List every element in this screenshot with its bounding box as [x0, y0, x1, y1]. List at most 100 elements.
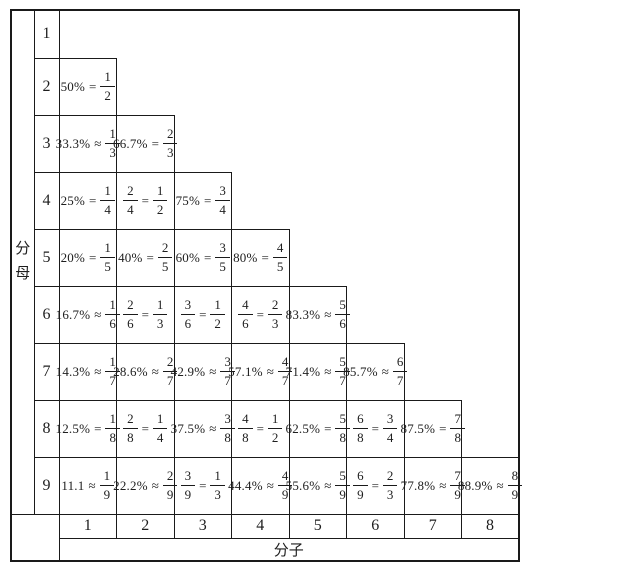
relation-symbol: ≈ — [94, 363, 102, 379]
cell-content: 6 8 = 3 4 — [347, 411, 404, 446]
fraction-numerator: 2 — [123, 297, 138, 315]
fraction-numerator: 4 — [238, 297, 253, 315]
fraction-denominator: 4 — [127, 201, 134, 217]
cell-content: 12.5% = 1 8 — [56, 411, 120, 446]
conversion-cell-4-over-7: 57.1% ≈4 7 — [228, 342, 293, 401]
fraction-numerator: 1 — [210, 468, 225, 486]
fraction-denominator: 6 — [184, 315, 192, 331]
percentage-text: 20% — [60, 249, 86, 265]
conversion-cell-3-over-4: 75% = 3 4 — [173, 171, 232, 230]
table-row-denominator-3: 3 33.3% ≈1 3 66.7% = 2 3 — [11, 114, 519, 173]
percentage-text: 14.3% — [55, 363, 91, 379]
fraction-denominator: 7 — [224, 372, 231, 388]
cell-content: 11.1 ≈1 9 — [60, 468, 117, 503]
row-header-6: 6 — [33, 285, 60, 344]
row-header-3: 3 — [33, 114, 60, 173]
conversion-cell-6-over-8: 6 8 = 3 4 — [346, 399, 405, 458]
relation-symbol: ≈ — [439, 477, 447, 493]
fraction-denominator: 5 — [161, 258, 169, 274]
fraction-numerator: 2 — [162, 468, 178, 486]
cell-content: 20% = 1 5 — [60, 240, 117, 275]
relation-symbol: ≈ — [209, 420, 217, 436]
fraction-denominator: 4 — [156, 429, 164, 445]
fraction-denominator: 6 — [242, 315, 249, 331]
relation-symbol: = — [141, 192, 149, 208]
table-row-denominator-8: 8 12.5% = 1 8 2 8 = 1 4 37.5% ≈3 8 4 8 = 1 2 62.5% = 5 8 6 8 = 3 4… — [11, 399, 519, 458]
col-header-2: 2 — [116, 513, 175, 539]
fraction-denominator: 2 — [214, 315, 221, 331]
fraction-denominator: 8 — [454, 429, 461, 445]
cell-content: 14.3% ≈1 7 — [56, 354, 120, 389]
conversion-cell-1-over-9: 11.1 ≈1 9 — [58, 456, 117, 515]
fraction-numerator: 3 — [220, 411, 235, 429]
fraction-denominator: 2 — [156, 201, 164, 217]
percentage-text: 85.7% — [343, 363, 378, 379]
fraction-numerator: 3 — [215, 240, 230, 258]
fraction-numerator: 6 — [392, 354, 408, 372]
denominator-axis-cell: 分母 — [10, 9, 35, 515]
cell-content: 60% = 3 5 — [175, 240, 232, 275]
table-row-denominator-5: 5 20% = 1 5 40% = 2 5 60% = 3 5 80% = 4 5 — [11, 228, 519, 287]
percentage-text: 50% — [60, 78, 86, 94]
conversion-cell-7-over-9: 77.8% ≈7 9 — [401, 456, 465, 515]
cell-content: 33.3% ≈1 3 — [56, 126, 120, 161]
conversion-cell-2-over-3: 66.7% = 2 3 — [113, 114, 178, 173]
conversion-cell-4-over-5: 80% = 4 5 — [231, 228, 290, 287]
fraction-numerator: 1 — [100, 183, 115, 201]
cell-content: 88.9% ≈8 9 — [458, 468, 523, 503]
relation-symbol: = — [439, 420, 447, 436]
relation-symbol: = — [199, 306, 207, 322]
relation-symbol: = — [371, 420, 379, 436]
fraction-numerator: 3 — [382, 411, 398, 429]
cell-content: 75% = 3 4 — [175, 183, 232, 218]
fraction-numerator: 3 — [215, 183, 230, 201]
conversion-cell-7-over-8: 87.5% = 7 8 — [401, 399, 465, 458]
fraction-denominator: 6 — [339, 315, 346, 331]
cell-content: 3 9 = 1 3 — [175, 468, 232, 503]
fraction-denominator: 8 — [339, 429, 346, 445]
percentage-text: 88.9% — [457, 477, 493, 493]
conversion-cell-3-over-8: 37.5% ≈3 8 — [171, 399, 235, 458]
fraction-numerator: 1 — [152, 411, 168, 429]
fraction-numerator: 1 — [105, 354, 120, 372]
fraction-numerator: 2 — [267, 297, 283, 315]
percentage-text: 75% — [175, 192, 201, 208]
conversion-cell-2-over-4: 2 4 = 1 2 — [116, 171, 175, 230]
conversion-cell-1-over-4: 25% = 1 4 — [58, 171, 117, 230]
relation-symbol: = — [89, 192, 97, 208]
relation-symbol: = — [89, 249, 97, 265]
fraction-numerator: 2 — [123, 411, 138, 429]
conversion-cell-1-over-2: 50% = 1 2 — [58, 57, 117, 116]
fraction-numerator: 3 — [180, 468, 196, 486]
fraction-denominator: 7 — [396, 372, 404, 388]
col-header-4: 4 — [231, 513, 290, 539]
fraction-denominator: 7 — [281, 372, 289, 388]
fraction-denominator: 6 — [109, 315, 116, 331]
numerator-axis-row: 分子 — [11, 537, 520, 561]
percentage-text: 42.9% — [170, 363, 206, 379]
percentage-text: 12.5% — [55, 420, 91, 436]
col-header-6: 6 — [346, 513, 405, 539]
fraction-numerator: 2 — [123, 183, 138, 201]
cell-content: 2 8 = 1 4 — [117, 411, 174, 446]
fraction-denominator: 8 — [224, 429, 231, 445]
relation-symbol: = — [151, 135, 159, 151]
relation-symbol: ≈ — [88, 477, 96, 493]
fraction-numerator: 6 — [353, 468, 368, 486]
fraction-denominator: 7 — [339, 372, 346, 388]
cell-content: 42.9% ≈3 7 — [171, 354, 235, 389]
bottom-left-empty-cell — [10, 513, 60, 561]
